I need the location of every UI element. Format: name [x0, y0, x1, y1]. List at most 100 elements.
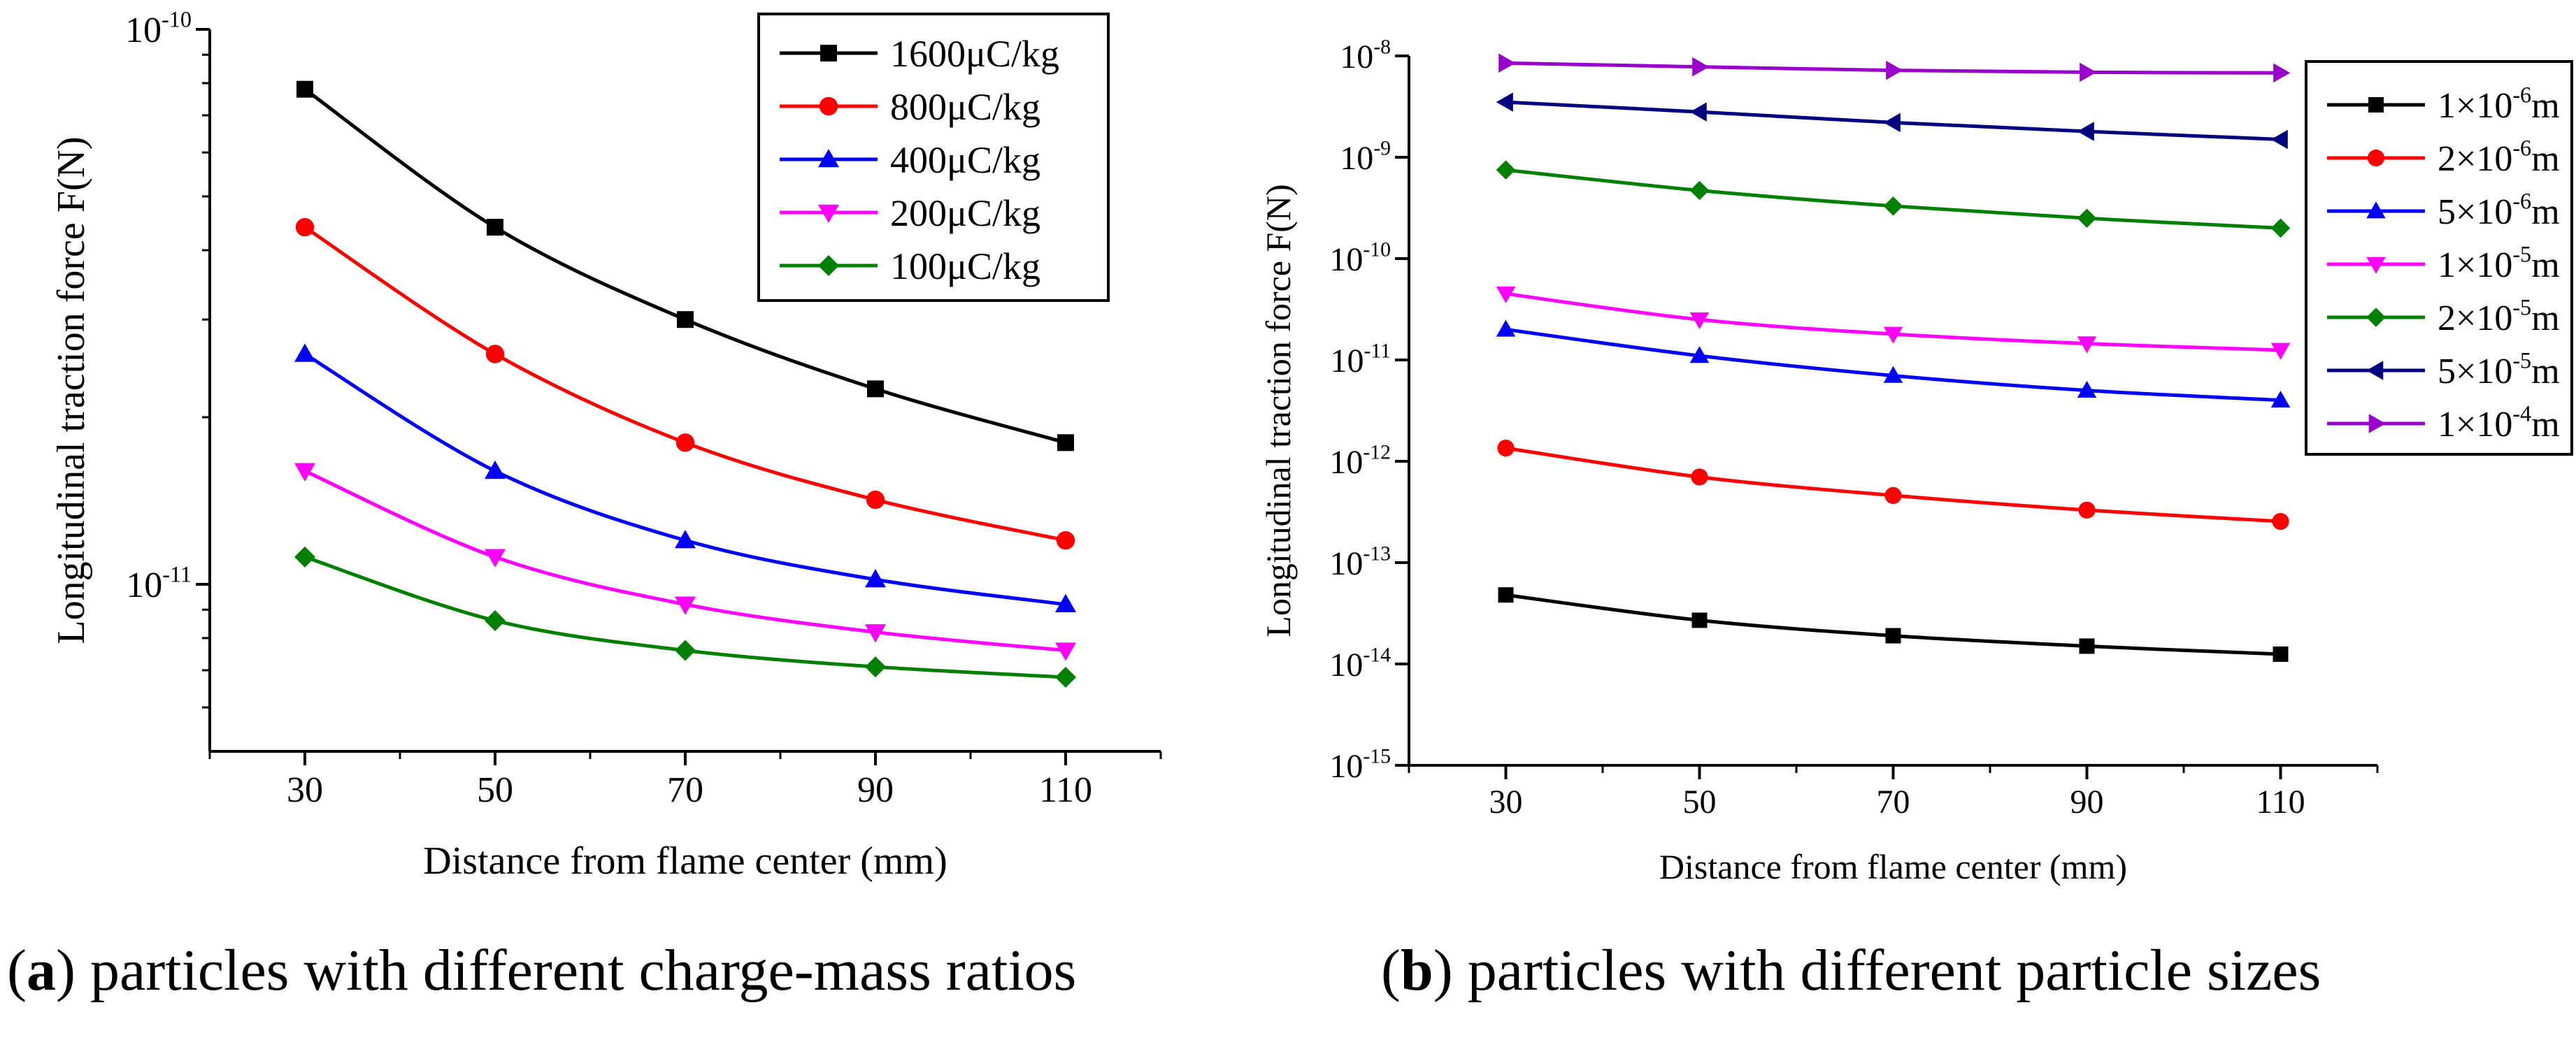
y-tick-label: 10-13 [1329, 542, 1391, 582]
data-point [1689, 180, 1710, 201]
legend-label: 1×10-6m [2438, 82, 2560, 126]
series-line [303, 352, 1066, 607]
chart-b: 30 50 70 90 110 10-8 10-9 10-10 10-11 10-12 10-13 1… [1259, 36, 2573, 886]
x-axis-label: Distance from flame center (mm) [1659, 847, 2127, 886]
data-point [1691, 612, 1708, 628]
data-point [1496, 92, 1513, 112]
data-point [1883, 113, 1901, 133]
legend-label: 5×10-5m [2438, 347, 2560, 391]
series-1 [1497, 440, 2289, 530]
legend-marker [819, 96, 838, 116]
data-point [2270, 129, 2288, 150]
series-6 [1498, 53, 2291, 83]
data-point [2273, 63, 2291, 83]
x-tick-label: 70 [667, 770, 703, 810]
data-point [1055, 666, 1076, 688]
data-point [1055, 642, 1076, 661]
data-point [866, 490, 885, 510]
data-point [2077, 380, 2097, 398]
legend-label: 5×10-6m [2438, 188, 2560, 232]
y-tick-label: 10-15 [1329, 745, 1391, 785]
y-tick-label: 10-14 [1329, 644, 1391, 684]
legend-marker [818, 149, 839, 168]
series-line [303, 469, 1066, 653]
legend-label: 1×10-5m [2438, 241, 2560, 285]
data-point [2077, 336, 2097, 354]
legend-box [757, 13, 1110, 302]
data-point [2079, 638, 2095, 654]
series-2 [1496, 319, 2291, 408]
data-point [487, 219, 503, 236]
data-point [2270, 342, 2291, 360]
series-5 [1496, 92, 2288, 150]
series-3 [294, 463, 1076, 661]
data-point [2270, 218, 2291, 238]
data-point [294, 343, 315, 362]
series-1 [295, 217, 1075, 550]
data-point [1497, 440, 1515, 457]
data-point [2272, 512, 2289, 530]
series-2 [294, 343, 1076, 612]
data-point [1691, 468, 1708, 486]
data-point [1886, 60, 1903, 80]
x-tick-label: 110 [2256, 783, 2305, 821]
data-point [675, 596, 696, 615]
data-point [1496, 319, 1516, 337]
data-point [865, 569, 886, 588]
data-point [1883, 196, 1903, 216]
series-4 [1496, 160, 2291, 238]
legend: 1600μC/kg 800μC/kg 400μC/kg 200μC/kg 100μC/k… [757, 13, 1110, 302]
data-point [485, 460, 506, 479]
chart-a: 30 50 70 90 110 10-10 10-11 Distance from flame… [50, 6, 1162, 883]
data-point [675, 433, 695, 452]
data-point [1055, 593, 1076, 612]
legend-label: 1×10-4m [2438, 400, 2560, 445]
data-point [1496, 160, 1516, 180]
x-tick-label: 90 [2070, 783, 2104, 821]
legend-label: 1600μC/kg [890, 33, 1059, 75]
x-tick-label: 70 [1877, 783, 1910, 821]
data-point [1692, 57, 1710, 77]
legend-marker [2368, 97, 2384, 113]
data-point [294, 546, 315, 568]
data-point [865, 624, 886, 643]
legend-marker [2366, 201, 2386, 219]
data-point [1057, 434, 1074, 452]
legend-label: 200μC/kg [890, 192, 1040, 234]
legend-marker [2366, 361, 2384, 380]
legend-marker [2368, 414, 2386, 433]
legend-marker [818, 255, 839, 276]
data-point [1884, 486, 1902, 505]
x-tick-label: 110 [1039, 770, 1092, 810]
data-point [1885, 628, 1901, 644]
y-axis-label: Longitudinal traction force F(N) [1259, 184, 1298, 637]
data-point [485, 345, 505, 363]
data-point [675, 530, 696, 549]
legend-box [2305, 60, 2573, 456]
data-point [1883, 326, 1903, 344]
y-tick-label: 10-10 [125, 6, 192, 50]
data-point [675, 640, 696, 661]
y-tick-label: 10-12 [1329, 441, 1391, 481]
y-tick-label: 10-10 [1329, 238, 1391, 278]
data-point [1689, 346, 1710, 363]
data-point [485, 609, 506, 631]
data-point [1498, 53, 1516, 73]
data-point [867, 380, 884, 398]
data-point [865, 656, 886, 678]
data-point [2273, 646, 2289, 662]
data-point [1498, 587, 1514, 603]
legend-label: 400μC/kg [890, 139, 1040, 181]
x-tick-label: 50 [477, 770, 513, 810]
data-point [485, 549, 506, 568]
x-tick-label: 30 [287, 770, 323, 810]
y-tick-label: 10-8 [1340, 36, 1391, 75]
data-point [2077, 122, 2094, 141]
series-line [1505, 593, 2281, 656]
legend: 1×10-6m 2×10-6m 5×10-6m 1×10-5m 2×10-5m 5×10-… [2305, 60, 2573, 456]
data-point [677, 311, 694, 328]
legend-marker [820, 45, 837, 62]
legend-label: 2×10-6m [2438, 135, 2560, 179]
data-point [2078, 501, 2096, 519]
